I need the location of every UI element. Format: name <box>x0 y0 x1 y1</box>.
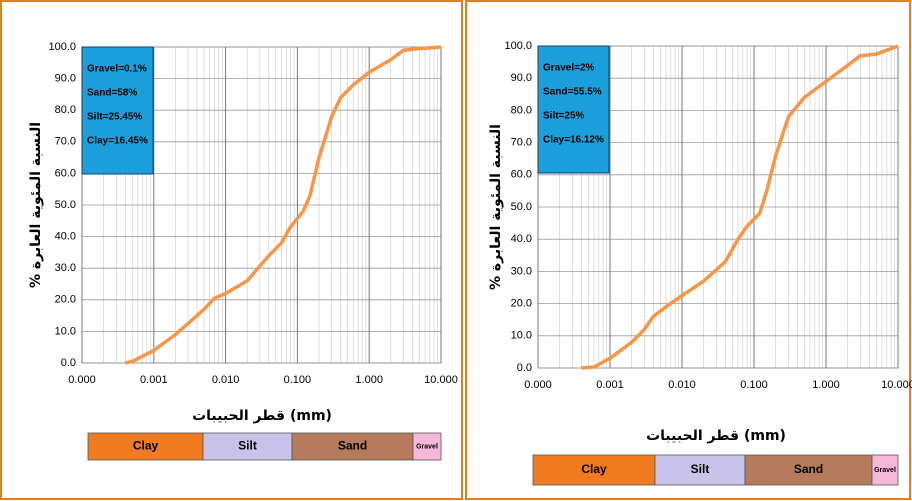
y-tick-label: 30.0 <box>55 262 76 274</box>
x-tick-label: 0.100 <box>740 379 768 391</box>
annotation: Gravel=0.1% <box>87 64 147 75</box>
y-tick-label: 40.0 <box>511 233 532 245</box>
y-tick-label: 10.0 <box>511 330 532 342</box>
soil-class-band <box>291 432 414 461</box>
y-tick-label: 90.0 <box>55 73 76 85</box>
annotation: Gravel=2% <box>543 63 595 74</box>
x-tick-label: 0.001 <box>140 374 168 386</box>
x-axis-label: قطر الحبيبات (mm) <box>192 408 332 424</box>
y-tick-label: 40.0 <box>55 231 76 243</box>
y-tick-label: 50.0 <box>55 199 76 211</box>
y-tick-label: 80.0 <box>511 104 532 116</box>
soil-class-label: Silt <box>238 439 257 453</box>
y-tick-label: 90.0 <box>511 72 532 84</box>
annotation: Clay=16.12% <box>543 135 604 146</box>
soil-class-band <box>412 432 442 461</box>
annotation: Sand=55.5% <box>543 87 602 98</box>
x-tick-label: 10.000 <box>424 374 458 386</box>
x-tick-label: 0.000 <box>68 374 96 386</box>
x-tick-label: 0.001 <box>596 379 624 391</box>
y-axis-label: % النسبة المئوية العابرة <box>488 124 504 290</box>
soil-class-band <box>202 432 293 461</box>
y-tick-label: 50.0 <box>511 201 532 213</box>
soil-class-label: Sand <box>338 439 367 453</box>
soil-class-label: Clay <box>133 439 159 453</box>
x-tick-label: 0.000 <box>524 379 552 391</box>
y-axis-label: % النسبة المئوية العابرة <box>28 122 44 288</box>
soil-class-band <box>871 454 899 486</box>
curve <box>581 44 899 370</box>
curve <box>124 45 442 365</box>
y-tick-label: 20.0 <box>55 294 76 306</box>
y-tick-label: 100.0 <box>504 40 532 52</box>
x-tick-label: 10.000 <box>881 379 912 391</box>
y-tick-label: 70.0 <box>511 137 532 149</box>
soil-class-band <box>744 454 873 486</box>
annotation: Sand=58% <box>87 88 137 99</box>
y-tick-label: 60.0 <box>55 167 76 179</box>
y-tick-label: 30.0 <box>511 265 532 277</box>
annotation: Silt=25% <box>543 111 585 122</box>
annotation-box <box>81 46 154 175</box>
y-tick-label: 70.0 <box>55 136 76 148</box>
y-tick-label: 10.0 <box>55 325 76 337</box>
x-tick-label: 0.100 <box>284 374 312 386</box>
y-tick-label: 60.0 <box>511 169 532 181</box>
panel-border <box>465 0 911 500</box>
soil-class-label: Gravel <box>416 443 438 450</box>
x-axis-label: قطر الحبيبات (mm) <box>646 428 786 444</box>
y-tick-label: 20.0 <box>511 298 532 310</box>
annotation: Clay=16.45% <box>87 136 148 147</box>
y-tick-label: 100.0 <box>48 41 76 53</box>
x-tick-label: 1.000 <box>812 379 840 391</box>
y-tick-label: 0.0 <box>517 362 532 374</box>
soil-class-band <box>532 454 656 486</box>
soil-class-label: Silt <box>691 462 710 476</box>
x-tick-label: 0.010 <box>668 379 696 391</box>
y-tick-label: 0.0 <box>61 357 76 369</box>
annotation: Silt=25.45% <box>87 112 142 123</box>
soil-class-band <box>654 454 746 486</box>
y-tick-label: 80.0 <box>55 104 76 116</box>
soil-class-label: Sand <box>794 462 823 476</box>
annotation-box <box>537 45 610 174</box>
soil-class-label: Clay <box>581 462 607 476</box>
soil-class-band <box>87 432 204 461</box>
x-tick-label: 0.010 <box>212 374 240 386</box>
soil-class-label: Gravel <box>874 467 896 474</box>
x-tick-label: 1.000 <box>355 374 383 386</box>
panel-border <box>0 0 463 500</box>
